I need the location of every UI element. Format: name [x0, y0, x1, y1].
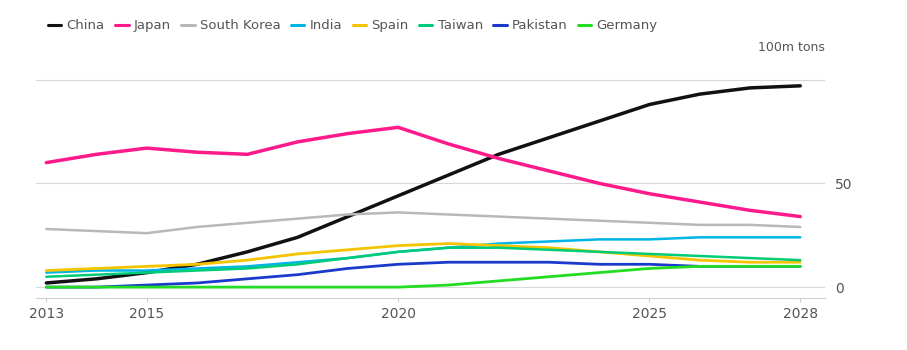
- Legend: China, Japan, South Korea, India, Spain, Taiwan, Pakistan, Germany: China, Japan, South Korea, India, Spain,…: [43, 14, 663, 38]
- Text: 100m tons: 100m tons: [758, 41, 825, 54]
